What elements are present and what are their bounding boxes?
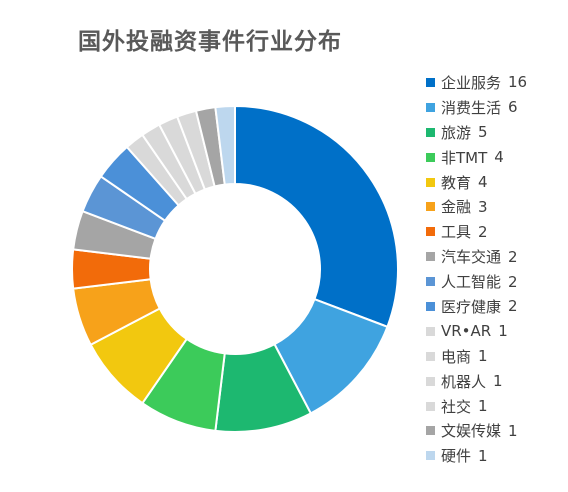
legend-value: 1 — [498, 322, 508, 341]
legend-item-9: 医疗健康 2 — [426, 294, 527, 319]
chart-title: 国外投融资事件行业分布 — [78, 29, 342, 55]
legend-swatch — [426, 426, 435, 436]
legend-label: VR•AR — [441, 322, 492, 341]
legend-swatch — [426, 401, 435, 411]
legend-swatch — [426, 227, 435, 237]
legend-item-8: 人工智能 2 — [426, 269, 527, 294]
legend-item-5: 金融 3 — [426, 194, 527, 219]
legend-swatch — [426, 351, 435, 361]
legend-value: 4 — [478, 173, 488, 191]
legend-item-12: 机器人 1 — [426, 369, 527, 394]
legend-item-10: VR•AR 1 — [426, 319, 527, 344]
legend-swatch — [426, 202, 435, 212]
legend-label: 教育 — [441, 173, 472, 192]
legend-item-1: 消费生活 6 — [426, 95, 527, 120]
legend-swatch — [426, 102, 435, 112]
legend-item-14: 文娱传媒 1 — [426, 418, 527, 443]
legend-item-4: 教育 4 — [426, 170, 527, 195]
legend-label: 文娱传媒 — [441, 422, 502, 441]
legend-label: 机器人 — [441, 372, 487, 391]
legend-label: 电商 — [441, 347, 472, 366]
pie-slice-15 — [214, 104, 236, 186]
legend-item-7: 汽车交通 2 — [426, 244, 527, 269]
legend-value: 5 — [478, 123, 488, 142]
legend-swatch — [426, 127, 435, 137]
legend-value: 6 — [508, 98, 518, 117]
legend-item-15: 硬件 1 — [426, 443, 527, 468]
legend-value: 1 — [493, 372, 503, 391]
legend-value: 1 — [478, 347, 488, 366]
legend-label: 企业服务 — [441, 73, 502, 92]
legend-swatch — [426, 177, 435, 187]
legend-value: 1 — [478, 397, 488, 416]
legend-value: 2 — [508, 247, 518, 266]
legend-value: 1 — [478, 446, 488, 465]
legend-label: 医疗健康 — [441, 297, 502, 316]
chart-legend: 企业服务 16 消费生活 6 旅游 5 非TMT 4 教育 4 金融 3 工具 2 汽车交通 2 人工智能 2 医疗… — [426, 70, 527, 468]
pie-slice-0 — [234, 104, 399, 329]
legend-value: 2 — [508, 297, 518, 316]
legend-swatch — [426, 252, 435, 262]
legend-value: 1 — [508, 421, 518, 440]
legend-label: 旅游 — [441, 123, 472, 142]
legend-item-3: 非TMT 4 — [426, 145, 527, 170]
legend-label: 硬件 — [441, 447, 472, 466]
legend-swatch — [426, 326, 435, 336]
legend-label: 社交 — [441, 397, 472, 416]
legend-label: 工具 — [441, 223, 472, 242]
legend-item-2: 旅游 5 — [426, 120, 527, 145]
legend-swatch — [426, 277, 435, 287]
legend-label: 金融 — [441, 198, 472, 217]
legend-item-11: 电商 1 — [426, 344, 527, 369]
legend-swatch — [426, 301, 435, 311]
legend-item-13: 社交 1 — [426, 394, 527, 419]
legend-value: 16 — [508, 73, 528, 92]
legend-label: 消费生活 — [441, 98, 502, 117]
legend-label: 非TMT — [441, 148, 488, 167]
legend-swatch — [426, 152, 435, 162]
legend-item-6: 工具 2 — [426, 219, 527, 244]
legend-value: 3 — [478, 197, 488, 216]
legend-item-0: 企业服务 16 — [426, 70, 527, 95]
legend-value: 2 — [478, 222, 488, 241]
legend-value: 4 — [494, 148, 504, 167]
legend-swatch — [426, 451, 435, 461]
legend-swatch — [426, 376, 435, 386]
legend-value: 2 — [508, 272, 518, 291]
legend-label: 汽车交通 — [441, 248, 502, 267]
legend-swatch — [426, 77, 435, 87]
legend-label: 人工智能 — [441, 273, 502, 292]
